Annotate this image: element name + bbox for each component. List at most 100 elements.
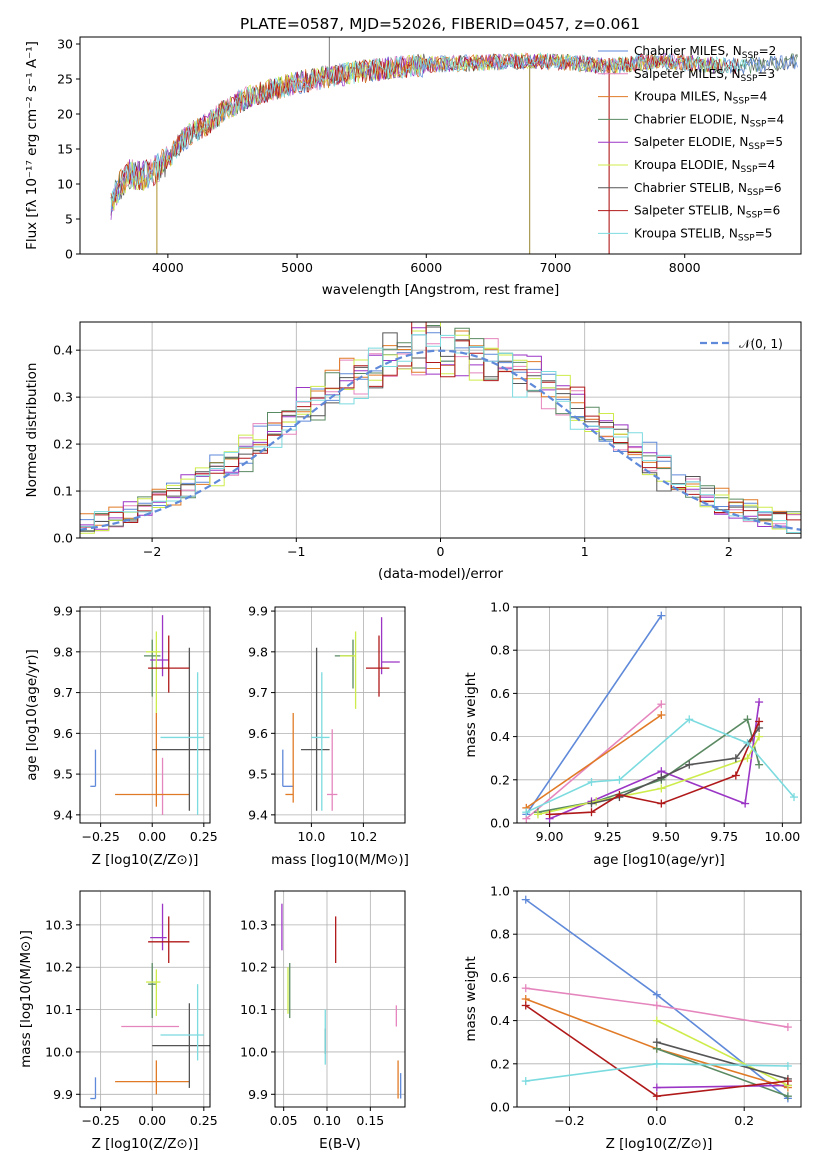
y-tick-label: 9.7 <box>248 685 268 700</box>
x-tick-label: 0.00 <box>138 1113 166 1128</box>
y-tick-label: 9.8 <box>53 644 73 659</box>
y-tick-label: 0.6 <box>490 686 510 701</box>
legend-subscript: SSP <box>748 142 765 152</box>
y-tick-label: 9.7 <box>53 685 73 700</box>
y-tick-label: 0.4 <box>53 343 73 358</box>
x-tick-label: 9.50 <box>652 829 680 844</box>
y-tick-label: 0.8 <box>490 643 510 658</box>
y-tick-label: 0.2 <box>490 772 510 787</box>
y-tick-label: 0.4 <box>490 1013 510 1028</box>
y-tick-label: 9.9 <box>248 604 268 619</box>
y-tick-label: 10.2 <box>45 960 73 975</box>
legend-text: Kroupa MILES, N <box>634 90 733 104</box>
y-tick-label: 10.1 <box>45 1002 73 1017</box>
legend-entry: Chabrier ELODIE, NSSP=4 <box>634 112 784 129</box>
x-axis-label: E(B-V) <box>319 1136 361 1152</box>
x-tick-label: 5000 <box>281 260 313 275</box>
y-tick-label: 0.8 <box>490 927 510 942</box>
x-tick-label: −0.2 <box>554 1113 584 1128</box>
x-tick-label: 4000 <box>152 260 184 275</box>
spectrum-series-kroupa-stelib <box>110 52 747 212</box>
axes-frame <box>274 606 406 824</box>
y-tick-label: 30 <box>57 37 73 52</box>
legend-text: Chabrier ELODIE, N <box>634 112 750 126</box>
x-axis-label: wavelength [Angstrom, rest frame] <box>322 282 560 298</box>
weight-line <box>525 615 662 815</box>
y-tick-label: 0.2 <box>53 437 73 452</box>
y-tick-label: 9.4 <box>53 807 73 822</box>
legend-suffix: =4 <box>766 112 784 126</box>
weight-line <box>656 1041 789 1080</box>
x-tick-label: 8000 <box>669 260 701 275</box>
x-tick-label: −0.25 <box>81 1113 119 1128</box>
x-tick-label: 0.10 <box>313 1113 341 1128</box>
y-axis-label: age [log10(age/yr)] <box>24 649 40 781</box>
legend-subscript: SSP <box>742 51 759 61</box>
legend-entry: Kroupa ELODIE, NSSP=4 <box>634 158 775 175</box>
weight-line <box>525 718 795 813</box>
y-tick-label: 1.0 <box>490 600 510 615</box>
legend-subscript: SSP <box>741 74 758 84</box>
legend-entry: 𝒩(0, 1) <box>739 337 783 351</box>
y-tick-label: 9.6 <box>53 726 73 741</box>
x-tick-label: 0.2 <box>734 1113 754 1128</box>
y-tick-label: 10.0 <box>45 1044 73 1059</box>
mass-weight-vs-age-panel: 9.00 9.25 9.50 9.75 10.00 0.0 0.2 0.4 0.6 0.8 1.0 a… <box>463 600 802 868</box>
legend-subscript: SSP <box>741 165 758 175</box>
legend-suffix: =3 <box>757 67 775 81</box>
y-axis-label: mass [log10(M/M⊙)] <box>18 930 34 1068</box>
y-tick-label: 0.0 <box>53 531 73 546</box>
y-tick-label: 0.4 <box>490 729 510 744</box>
y-axis-label: mass weight <box>463 956 479 1041</box>
spectrum-series-kroupa-miles <box>110 53 700 207</box>
mass-vs-metallicity-panel: −0.25 0.00 0.25 9.9 10.0 10.1 10.2 10.3 Z [log10… <box>18 890 218 1152</box>
legend-entry: Chabrier MILES, NSSP=2 <box>634 44 776 61</box>
legend-text: Kroupa ELODIE, N <box>634 158 741 172</box>
legend-subscript: SSP <box>733 97 750 107</box>
figure-title: PLATE=0587, MJD=52026, FIBERID=0457, z=0… <box>240 15 640 33</box>
x-tick-label: 0 <box>437 544 445 559</box>
legend-suffix: =6 <box>763 204 781 218</box>
legend-entry: Kroupa MILES, NSSP=4 <box>634 90 767 107</box>
axes-frame <box>516 606 802 824</box>
x-tick-label: −1 <box>287 544 305 559</box>
legend-suffix: =5 <box>765 135 783 149</box>
x-tick-label: −0.25 <box>81 829 119 844</box>
mass-weight-vs-metallicity-panel: −0.2 0.0 0.2 0.0 0.2 0.4 0.6 0.8 1.0 Z [log10(Z/Z… <box>463 884 802 1152</box>
y-tick-label: 0.0 <box>490 1100 510 1115</box>
x-tick-label: 2 <box>725 544 733 559</box>
legend-entry: Salpeter ELODIE, NSSP=5 <box>634 135 783 152</box>
y-tick-label: 9.9 <box>53 1087 73 1102</box>
legend-suffix: =4 <box>750 90 768 104</box>
age-vs-mass-panel: 10.0 10.2 9.4 9.5 9.6 9.7 9.8 9.9 mass [log10(M/… <box>248 604 409 868</box>
axes-frame <box>79 321 802 539</box>
weight-line <box>549 721 760 816</box>
x-tick-label: 10.00 <box>764 829 800 844</box>
y-axis-label: mass weight <box>463 672 479 757</box>
legend-entry: Salpeter MILES, NSSP=3 <box>634 67 775 84</box>
y-tick-label: 9.5 <box>248 767 268 782</box>
y-tick-label: 1.0 <box>490 884 510 899</box>
mass-vs-reddening-panel: 0.05 0.10 0.15 9.9 10.0 10.1 10.2 10.3 E(B-V) <box>240 890 406 1152</box>
x-axis-label: (data-model)/error <box>378 566 504 582</box>
legend-entry: Salpeter STELIB, NSSP=6 <box>634 204 780 221</box>
axes-frame <box>79 890 211 1108</box>
legend-subscript: SSP <box>738 233 755 243</box>
y-tick-label: 10.1 <box>240 1002 268 1017</box>
x-tick-label: 0.00 <box>138 829 166 844</box>
age-vs-metallicity-panel: −0.25 0.00 0.25 9.4 9.5 9.6 9.7 9.8 9.9 Z [log10(… <box>24 604 218 868</box>
legend-suffix: =4 <box>757 158 775 172</box>
axes-frame <box>274 890 406 1108</box>
x-tick-label: 0.25 <box>190 1113 218 1128</box>
x-tick-label: 9.00 <box>536 829 564 844</box>
legend-suffix: =5 <box>755 226 773 240</box>
x-tick-label: 9.75 <box>710 829 738 844</box>
residual-histogram-panel: −2 −1 0 1 2 0.0 0.1 0.2 0.3 0.4 (data-model)/error… <box>24 321 802 582</box>
normal-reference-curve <box>80 349 801 531</box>
y-tick-label: 10.3 <box>240 917 268 932</box>
x-tick-label: 10.2 <box>349 829 377 844</box>
x-tick-label: 6000 <box>410 260 442 275</box>
y-tick-label: 0.1 <box>53 484 73 499</box>
x-axis-label: Z [log10(Z/Z⊙)] <box>606 1136 713 1152</box>
